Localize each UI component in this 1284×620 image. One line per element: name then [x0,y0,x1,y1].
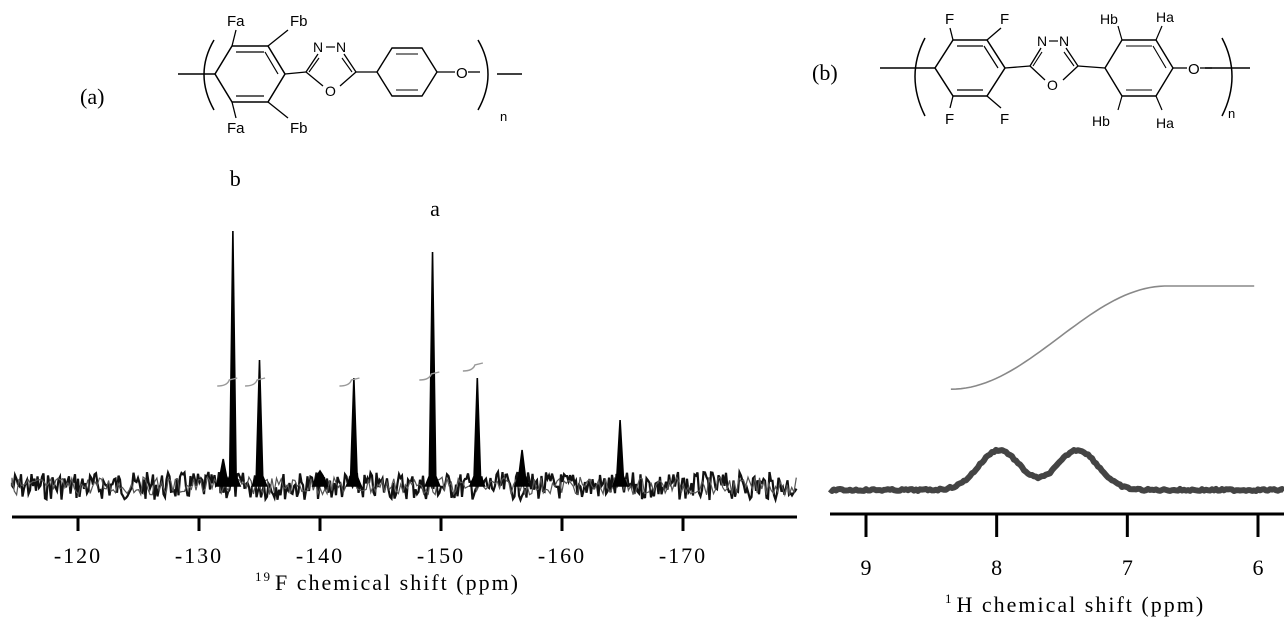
peak [345,377,363,487]
oxadiazole-ring [1029,47,1079,81]
x-axis-title-text: F chemical shift (ppm) [275,570,520,595]
fluorine-label: F [945,11,954,28]
hydrogen-label: Hb [1100,11,1118,27]
bracket-right [477,39,489,111]
phenylene-ring [1104,39,1174,97]
peak [251,359,268,487]
noise-trace [11,475,797,498]
fluorine-label: Fa [227,120,245,137]
fluorine-label: F [1000,11,1009,28]
baseline-noise [10,468,798,504]
hydrogen-label: Ha [1156,9,1174,25]
integral-step [419,371,440,381]
hydrogen-label: Ha [1156,115,1174,131]
x-ticks [864,514,1260,537]
x-tick-labels: -120 -130 -140 -150 -160 -170 [54,543,707,568]
peak [311,469,329,487]
x-axis-title-superscript: 19 [255,569,272,584]
x-tick-label: 8 [991,555,1002,580]
x-tick-label: 9 [861,555,872,580]
bracket-left [914,37,926,117]
tetrafluorophenyl-ring [214,45,286,103]
repeat-unit-n: n [500,109,507,124]
x-tick-label: -170 [659,543,707,568]
nitrogen-label: N [1059,33,1069,49]
x-tick-labels: 9 8 7 6 [861,555,1264,580]
peak-labels: ba [230,166,440,221]
nitrogen-label: N [336,39,346,55]
peak [468,377,486,487]
phenylene-ring [376,47,438,97]
fluorine-label: F [1000,111,1009,128]
x-tick-label: -160 [538,543,586,568]
x-tick-label: -120 [54,543,102,568]
oxygen-label: O [325,83,336,99]
f19-spectrum: -120 -130 -140 -150 -160 -170 ba 19 F chemical… [10,166,798,595]
peak [424,251,441,487]
integral-step [339,377,360,387]
x-axis-title: 19 F chemical shift (ppm) [255,569,520,595]
x-tick-label: -150 [417,543,465,568]
x-tick-label: -140 [296,543,344,568]
oxygen-label: O [1047,77,1058,93]
repeat-unit-n: n [1228,106,1235,121]
fluorine-label: Fa [227,13,245,30]
bracket-left [203,39,215,111]
peak [611,419,629,487]
nitrogen-label: N [313,39,323,55]
integral-curve [950,285,1255,390]
x-tick-label: 7 [1122,555,1133,580]
panel-label-a: (a) [80,84,104,109]
peak [224,230,242,487]
spectrum-trace [827,446,1284,494]
oxadiazole-ring [305,53,357,87]
fluorine-label: Fb [290,13,308,30]
structure-b: (b) F F F F N N O Hb [812,9,1250,131]
hydrogen-label: Hb [1092,113,1110,129]
peak-label: b [230,166,241,191]
peak-label: a [430,196,440,221]
tetrafluorophenyl-ring [934,39,1006,97]
ether-oxygen-label: O [1188,61,1200,78]
x-axis-title-text: H chemical shift (ppm) [957,592,1206,617]
panel-label-b: (b) [812,60,838,85]
integral-marks [217,362,484,387]
integral-step [245,377,266,387]
x-ticks [76,517,685,531]
x-axis-title-superscript: 1 [945,591,954,606]
fluorine-label: Fb [290,120,308,137]
structure-a: (a) Fa Fb Fa Fb N N O [80,13,522,137]
integral-step [462,362,484,372]
integral-step [217,377,238,387]
x-tick-label: 6 [1253,555,1264,580]
peaks [214,230,629,487]
nitrogen-label: N [1037,33,1047,49]
fluorine-label: F [945,111,954,128]
x-tick-label: -130 [175,543,223,568]
peak [513,449,531,487]
ether-oxygen-label: O [456,65,468,82]
bracket-right [1221,37,1233,117]
